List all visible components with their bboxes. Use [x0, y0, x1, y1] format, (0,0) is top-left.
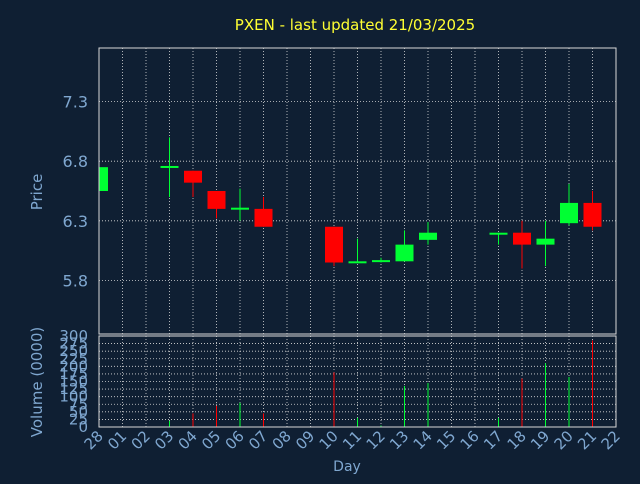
- candle: [98, 167, 108, 191]
- day-tick-label: 07: [245, 427, 271, 453]
- day-tick-label: 15: [433, 427, 459, 453]
- day-tick-label: 17: [480, 427, 506, 453]
- day-tick-label: 22: [598, 427, 624, 453]
- day-tick-label: 18: [504, 427, 530, 453]
- candle-body: [419, 232, 437, 240]
- day-tick-label: 11: [339, 427, 365, 453]
- day-tick-label: 19: [527, 427, 553, 453]
- candle: [184, 170, 202, 197]
- chart-title: PXEN - last updated 21/03/2025: [235, 16, 475, 34]
- candlestick-series: [98, 137, 602, 269]
- candle: [560, 183, 578, 226]
- day-tick-label: 08: [269, 427, 295, 453]
- candle: [583, 191, 602, 231]
- price-tick-label: 6.8: [63, 152, 88, 171]
- candle: [231, 188, 249, 221]
- candle-body: [583, 202, 602, 227]
- candle-body: [231, 207, 249, 210]
- candle-body: [207, 191, 226, 209]
- day-tick-label: 21: [574, 427, 600, 453]
- candle-body: [395, 244, 414, 262]
- candle: [489, 232, 508, 245]
- day-tick-label: 14: [410, 427, 436, 453]
- day-tick-label: 10: [316, 427, 342, 453]
- price-plot-frame: [98, 47, 617, 335]
- candle-body: [254, 208, 273, 227]
- candle: [419, 221, 437, 245]
- volume-tick-label: 225: [59, 350, 88, 368]
- volume-tick-label: 150: [59, 373, 88, 391]
- price-axis-label: Price: [28, 174, 46, 211]
- volume-axis-label: Volume (0000): [28, 327, 46, 437]
- candle-body: [160, 165, 179, 168]
- candle-body: [536, 238, 555, 245]
- volume-tick-label: 275: [59, 335, 88, 353]
- volume-tick-label: 75: [69, 395, 88, 413]
- day-tick-labels: 2801020304050607080910111213141516171819…: [81, 427, 624, 453]
- volume-tick-label: 50: [69, 403, 88, 421]
- candle-body: [184, 170, 202, 183]
- candle: [536, 220, 555, 267]
- day-tick-label: 12: [363, 427, 389, 453]
- price-tick-label: 7.3: [63, 93, 88, 112]
- candle-body: [348, 261, 367, 264]
- candle-body: [99, 167, 108, 191]
- volume-tick-label: 125: [59, 380, 88, 398]
- price-tick-label: 5.8: [63, 271, 88, 290]
- volume-tick-label: 200: [59, 357, 88, 375]
- volume-tick-label: 175: [59, 365, 88, 383]
- day-tick-label: 13: [386, 427, 412, 453]
- candle: [513, 220, 531, 269]
- candle: [372, 257, 390, 263]
- price-tick-label: 6.3: [63, 212, 88, 231]
- day-tick-label: 05: [198, 427, 224, 453]
- price-tick-labels: 5.8 6.3 6.8 7.3: [63, 93, 88, 291]
- volume-bar-series: [98, 340, 593, 427]
- day-tick-label: 04: [175, 427, 201, 453]
- volume-grid: [99, 336, 616, 427]
- price-grid: [99, 48, 616, 334]
- volume-plot-frame: [98, 335, 617, 428]
- candle-body: [560, 202, 578, 224]
- candle: [325, 226, 343, 267]
- candle-body: [513, 232, 531, 245]
- candle: [348, 238, 367, 264]
- day-tick-label: 02: [128, 427, 154, 453]
- candle-body: [325, 226, 343, 263]
- candle: [207, 191, 226, 219]
- volume-tick-label: 0: [78, 418, 88, 436]
- candle: [395, 230, 414, 262]
- volume-tick-label: 25: [69, 410, 88, 428]
- day-tick-label: 09: [292, 427, 318, 453]
- candle: [160, 137, 179, 197]
- day-tick-label: 06: [222, 427, 248, 453]
- day-tick-label: 16: [457, 427, 483, 453]
- candle-body: [489, 232, 508, 235]
- candle-body: [372, 260, 390, 263]
- day-tick-label: 20: [551, 427, 577, 453]
- day-tick-label: 01: [104, 427, 130, 453]
- volume-tick-label: 100: [59, 388, 88, 406]
- candle: [254, 196, 273, 227]
- volume-tick-label: 250: [59, 342, 88, 360]
- day-axis-label: Day: [333, 459, 361, 475]
- volume-tick-label: 300: [59, 327, 88, 345]
- day-tick-label: 03: [151, 427, 177, 453]
